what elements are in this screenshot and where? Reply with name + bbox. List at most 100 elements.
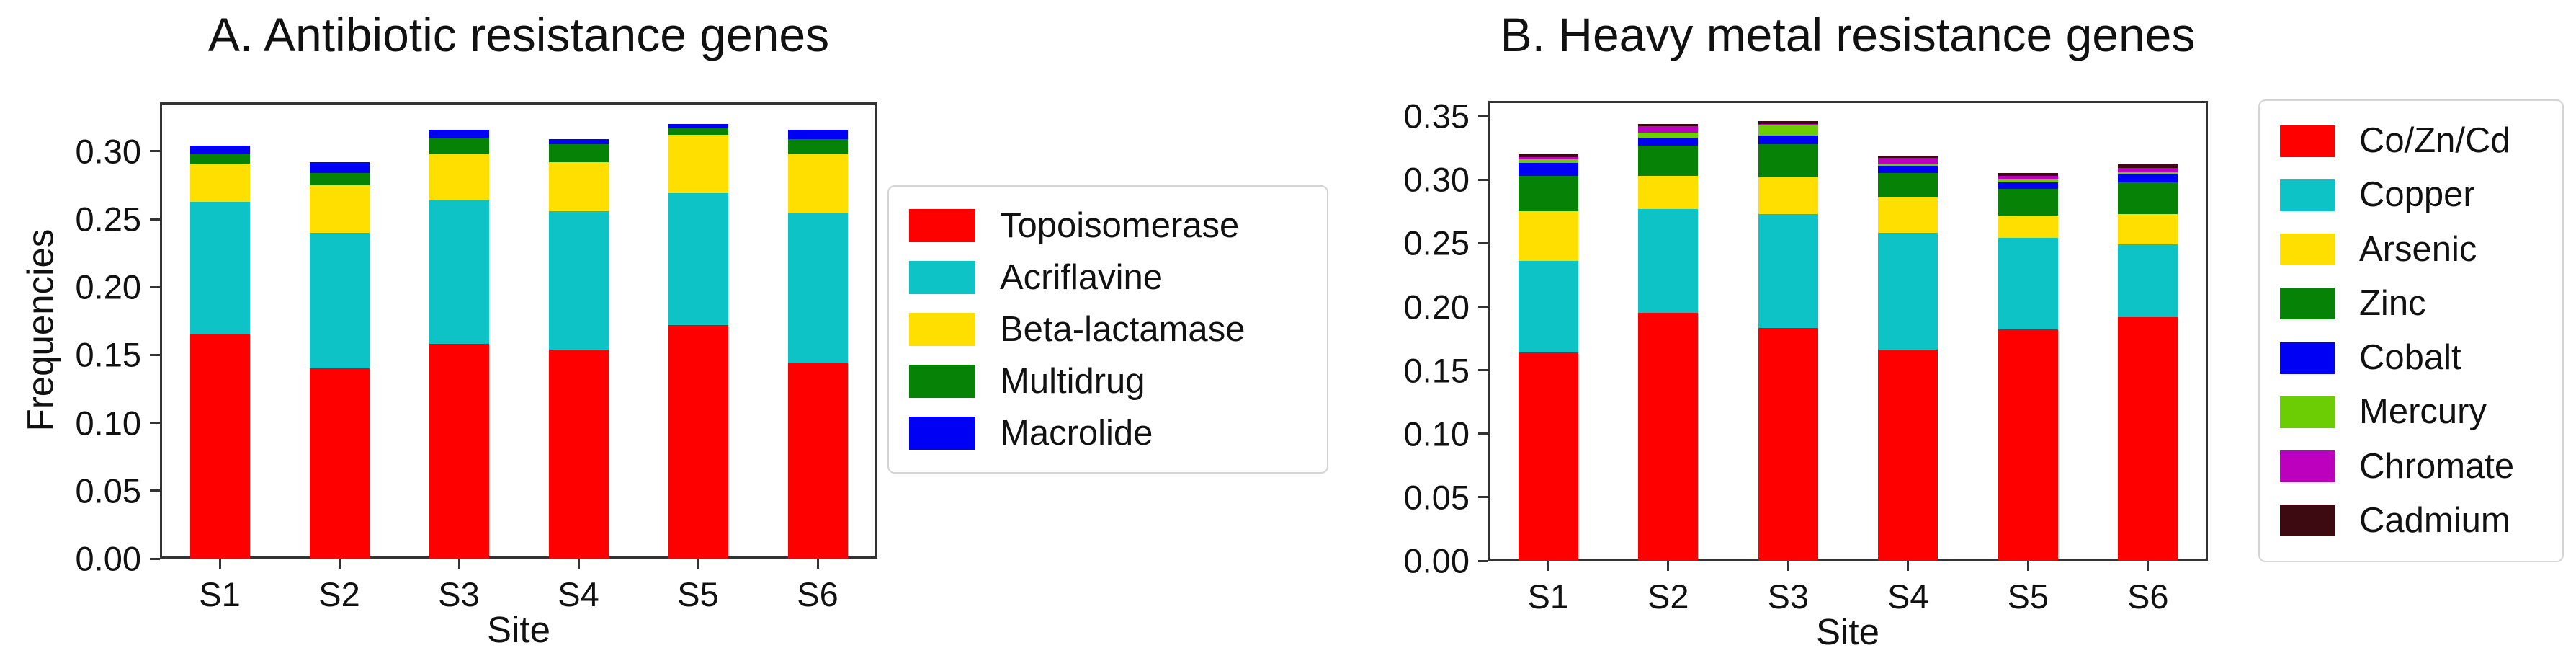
bar-segment-beta-lactamase (548, 161, 609, 211)
y-tick-label: 0.15 (75, 335, 141, 374)
bar-segment-chromate (2118, 168, 2178, 172)
x-tick (816, 559, 819, 569)
y-tick (150, 285, 160, 288)
y-tick (1478, 306, 1488, 308)
bar-segment-acriflavine (309, 232, 370, 369)
y-tick (1478, 241, 1488, 244)
legend-label: Chromate (2359, 446, 2515, 486)
x-tick-label: S3 (1767, 577, 1810, 616)
bar-segment-acriflavine (787, 213, 848, 363)
x-tick-label: S4 (1887, 577, 1929, 616)
bar-segment-macrolide (548, 138, 609, 145)
y-tick-label: 0.00 (1403, 541, 1470, 580)
bar-segment-copper (1638, 208, 1699, 314)
x-tick (1547, 561, 1549, 571)
bar-segment-arsenic (2118, 213, 2178, 245)
legend-item: Co/Zn/Cd (2280, 123, 2548, 159)
bar-segment-zinc (1758, 143, 1818, 177)
bar-segment-mercury (2118, 172, 2178, 175)
x-tick-label: S6 (2127, 577, 2169, 616)
y-tick-label: 0.25 (75, 200, 141, 239)
bar-segment-zinc (1518, 175, 1578, 212)
legend-item: Chromate (2280, 446, 2548, 486)
bar-segment-beta-lactamase (189, 163, 250, 202)
legend-swatch (2280, 505, 2335, 537)
legend-item: Copper (2280, 177, 2548, 213)
legend-label: Cadmium (2359, 500, 2510, 540)
legend-swatch (2280, 342, 2335, 374)
x-tick-label: S1 (1527, 577, 1570, 616)
legend-item: Arsenic (2280, 231, 2548, 267)
bar-segment-multidrug (309, 172, 370, 185)
bar-segment-arsenic (1878, 197, 1938, 234)
x-tick (457, 559, 460, 569)
y-tick (1478, 115, 1488, 117)
bar-segment-cobalt (1638, 138, 1699, 146)
bar-segment-beta-lactamase (429, 154, 489, 200)
legend-label: Cobalt (2359, 338, 2461, 378)
x-tick (577, 559, 580, 569)
x-tick (2147, 561, 2150, 571)
y-tick (1478, 496, 1488, 499)
y-tick-label: 0.05 (1403, 478, 1470, 517)
y-tick-label: 0.10 (75, 404, 141, 443)
x-tick-label: S2 (318, 575, 360, 613)
legend-swatch (909, 417, 975, 450)
bar-segment-multidrug (189, 154, 250, 164)
bar-segment-beta-lactamase (787, 154, 848, 214)
legend-swatch (2280, 288, 2335, 320)
y-tick-label: 0.15 (1403, 351, 1470, 390)
bar-segment-co-zn-cd (1638, 313, 1699, 561)
bar-segment-topoisomerase (548, 349, 609, 559)
x-tick-label: S3 (438, 575, 480, 613)
legend-item: Mercury (2280, 394, 2548, 430)
bar-segment-cadmium (1638, 123, 1699, 127)
legend-label: Topoisomerase (1000, 205, 1240, 245)
legend-swatch (2280, 125, 2335, 157)
bar-segment-cadmium (1758, 121, 1818, 124)
y-tick-label: 0.30 (75, 132, 141, 171)
bar-segment-zinc (1998, 188, 2058, 216)
bar-segment-copper (2118, 244, 2178, 317)
legend-item: Multidrug (909, 361, 1312, 401)
legend-swatch (2280, 396, 2335, 428)
legend-swatch (909, 209, 975, 242)
bar-segment-topoisomerase (189, 334, 250, 559)
bar-segment-beta-lactamase (668, 135, 728, 194)
bar-segment-co-zn-cd (1998, 329, 2058, 561)
bar-segment-multidrug (668, 128, 728, 136)
bar-segment-macrolide (309, 161, 370, 173)
bar-segment-multidrug (429, 137, 489, 154)
bar-segment-chromate (1998, 175, 2058, 180)
bar-segment-cobalt (1878, 165, 1938, 174)
bar-segment-mercury (1518, 159, 1578, 164)
legend-item: Cobalt (2280, 340, 2548, 376)
bar-segment-arsenic (1518, 211, 1578, 262)
bar-segment-zinc (1878, 173, 1938, 197)
bar-segment-copper (1998, 238, 2058, 330)
legend-label: Multidrug (1000, 361, 1145, 401)
legend-swatch (2280, 450, 2335, 483)
bar-segment-copper (1518, 261, 1578, 352)
legend-label: Copper (2359, 175, 2475, 215)
bar-segment-acriflavine (668, 193, 728, 325)
bar-segment-chromate (1758, 123, 1818, 125)
bar-segment-arsenic (1758, 177, 1818, 214)
bar-segment-topoisomerase (787, 363, 848, 559)
x-tick-label: S5 (2007, 577, 2049, 616)
bar-segment-zinc (2118, 182, 2178, 214)
bar-segment-co-zn-cd (2118, 316, 2178, 561)
bar-segment-cadmium (2118, 164, 2178, 169)
y-tick (150, 150, 160, 153)
x-tick (697, 559, 699, 569)
x-tick-label: S5 (677, 575, 719, 613)
legend-swatch (909, 313, 975, 346)
bar-segment-beta-lactamase (309, 185, 370, 233)
bar-segment-co-zn-cd (1878, 350, 1938, 561)
bar-segment-multidrug (787, 138, 848, 154)
legend-swatch (2280, 179, 2335, 211)
legend-item: Macrolide (909, 415, 1312, 451)
y-tick-label: 0.20 (75, 267, 141, 306)
y-tick-label: 0.05 (75, 471, 141, 510)
